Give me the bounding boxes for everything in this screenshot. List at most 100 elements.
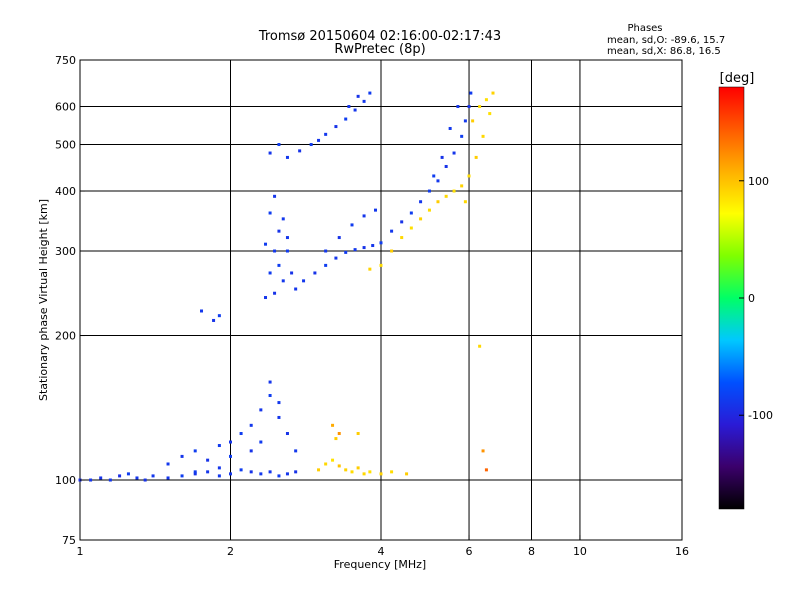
data-point [313,271,317,275]
data-point [324,132,328,136]
data-point [347,105,351,109]
data-point [344,468,348,472]
chart-subtitle: RwPretec (8p) [334,42,425,57]
y-tick-label: 200 [55,330,76,343]
data-point [285,249,289,253]
data-point [281,217,285,221]
data-point [294,470,298,474]
data-point [356,466,360,470]
colorbar-ticks: 100 0 -100 [739,175,773,422]
x-tick-label: 1 [77,545,84,558]
data-point [474,155,478,159]
data-point [264,296,268,300]
y-tick-label: 400 [55,185,76,198]
data-point [353,248,357,252]
data-point [344,250,348,254]
data-point [285,236,289,240]
data-point [268,470,272,474]
data-point [452,189,456,193]
data-point [337,432,341,436]
data-point [193,449,197,453]
data-point [277,474,281,478]
x-tick-label: 6 [466,545,473,558]
data-point [277,229,281,233]
data-point [390,249,394,253]
data-point [264,242,268,246]
data-point [229,454,232,458]
data-point [427,189,431,193]
data-point [166,476,170,480]
data-point [331,458,335,462]
y-tick-label: 750 [55,54,76,67]
data-point [193,470,197,474]
colorbar-tick-label: 0 [748,292,755,305]
data-point [217,444,221,448]
data-point [206,458,210,462]
data-point [353,108,357,112]
data-point [436,179,440,183]
data-point [294,287,298,291]
data-point [362,99,366,103]
data-point [249,449,253,453]
data-point [432,174,436,178]
data-point [290,271,294,275]
y-tick-label: 100 [55,474,76,487]
data-point [259,440,263,444]
data-point [180,474,184,478]
data-point [488,112,492,116]
data-point [193,472,197,476]
data-point [324,462,328,466]
data-point [239,432,243,436]
data-point [302,279,306,283]
grid-lines [80,60,682,540]
data-point [405,472,409,476]
data-point [463,200,467,204]
stats-x-line: mean, sd,X: 86.8, 16.5 [607,46,721,57]
data-point [126,472,130,476]
data-point [448,126,452,130]
stats-heading: Phases [627,23,662,34]
data-point [217,466,221,470]
data-point [362,472,366,476]
data-point [217,314,221,318]
data-point [200,309,204,313]
data-point [298,149,302,153]
data-point [334,256,338,260]
data-point [460,184,464,188]
data-point [268,151,272,155]
data-point [285,155,289,159]
colorbar-label: [deg] [720,71,755,86]
data-point [317,138,321,142]
data-point [379,472,383,476]
data-point [368,91,372,95]
data-point [374,208,378,212]
data-point [206,470,210,474]
data-point [390,229,394,233]
x-tick-label: 2 [227,545,234,558]
data-point [135,476,139,480]
data-point [294,449,298,453]
x-tick-label: 8 [528,545,535,558]
data-point [268,271,272,275]
data-point [400,236,404,240]
data-point [212,318,216,322]
colorbar-tick-label: 100 [748,175,769,188]
data-point [277,401,281,405]
data-point [273,194,277,198]
data-point [390,470,394,474]
data-point [471,119,475,123]
data-point [180,454,184,458]
data-point [481,449,485,453]
data-point [362,246,366,250]
data-point [309,143,313,147]
stats-o-line: mean, sd,O: -89.6, 15.7 [607,35,725,46]
data-point [379,241,383,245]
data-point [273,291,277,295]
y-tick-label: 500 [55,139,76,152]
data-point [166,462,170,466]
data-point [478,344,482,348]
data-point [371,244,375,248]
x-axis-label: Frequency [MHz] [334,558,426,571]
data-point [277,415,281,419]
